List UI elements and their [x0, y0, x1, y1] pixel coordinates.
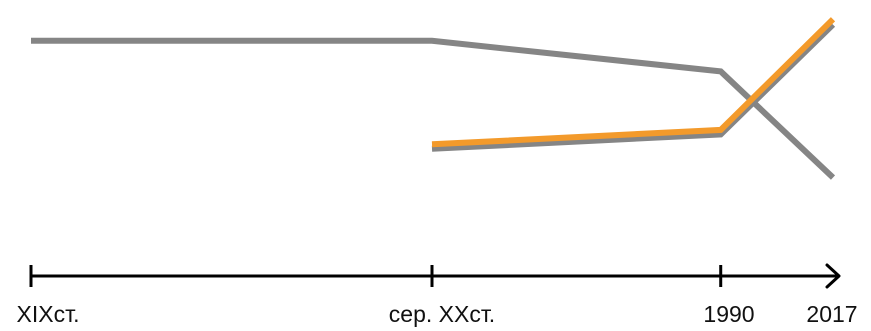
tick-label-4: 2017 [806, 301, 857, 327]
series-line-1 [31, 37, 836, 180]
tick-label-2: сер. XXст. [389, 301, 495, 327]
series-layer [31, 17, 836, 180]
series-line-2 [431, 22, 836, 152]
tick-label-3: 1990 [703, 301, 754, 327]
tick-layer: XIXст. сер. XXст. 1990 2017 [17, 265, 858, 327]
timeline-axis [31, 263, 841, 289]
axis-arrowhead [825, 263, 841, 289]
series-line-3 [431, 17, 836, 148]
tick-label-1: XIXст. [17, 301, 80, 327]
